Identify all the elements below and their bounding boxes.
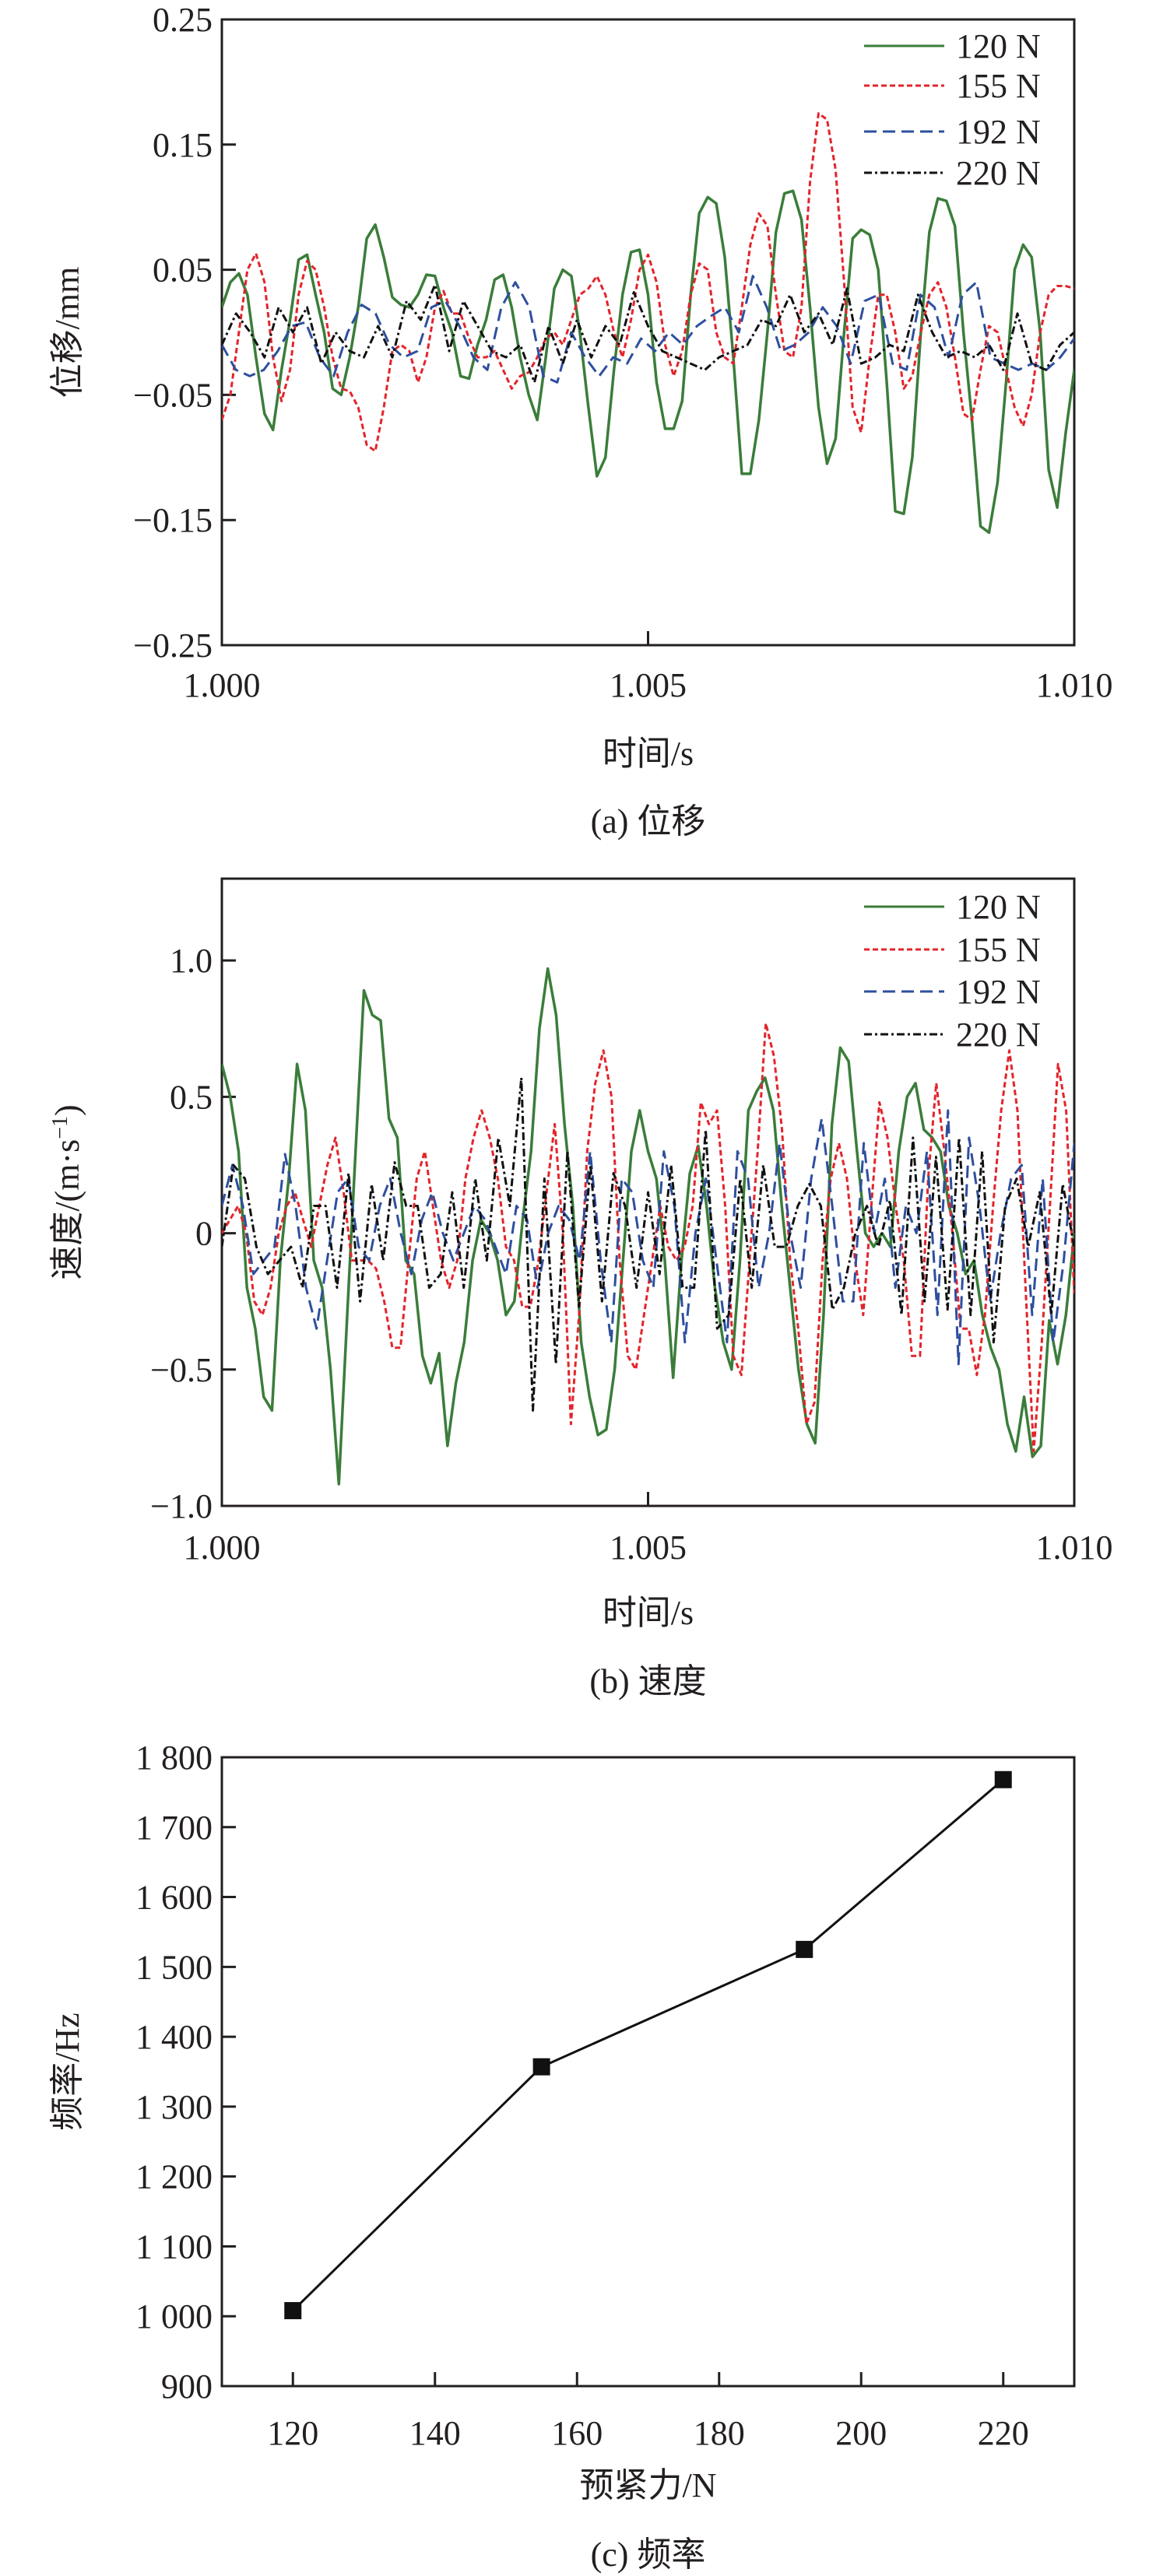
x-tick-label: 1.010 xyxy=(1036,1528,1113,1567)
data-point-marker xyxy=(994,1771,1012,1788)
y-tick-label: 1 600 xyxy=(135,1879,213,1917)
x-tick-label: 1.005 xyxy=(610,666,687,704)
series-group xyxy=(292,1778,1004,2312)
x-tick-label: 160 xyxy=(551,2414,603,2452)
figure-caption: (a) 位移 xyxy=(591,802,706,841)
x-tick-label: 140 xyxy=(409,2414,461,2452)
chart-1: 1.0 0.5 0 −0.5 −1.01.000 1.005 1.010 时间/s (b) 速度… xyxy=(48,877,1113,1700)
y-tick-label: 0.5 xyxy=(170,1078,213,1116)
y-tick-label: 900 xyxy=(161,2367,213,2406)
y-tick-label: −1.0 xyxy=(150,1487,213,1525)
plot-frame xyxy=(220,1756,1076,2388)
data-point-marker xyxy=(284,2302,302,2320)
y-tick-label: 0.15 xyxy=(153,126,213,164)
series-line-192n xyxy=(222,1109,1074,1366)
y-axis-label: 速度/(m·s−1) xyxy=(48,1104,87,1279)
y-axis-label-text: 频率/Hz xyxy=(48,2013,86,2131)
y-tick-label: 0.05 xyxy=(153,251,213,290)
series-line-频率 xyxy=(292,1778,1004,2312)
y-axis-label-text: 位移/mm xyxy=(48,267,86,398)
series-line-192n xyxy=(222,275,1074,384)
y-tick-label: 1 400 xyxy=(135,2018,213,2056)
data-point-marker xyxy=(532,2058,550,2076)
x-tick-label: 1.000 xyxy=(184,1528,261,1567)
legend-label: 155 N xyxy=(956,67,1041,105)
x-axis-label: 时间/s xyxy=(603,735,694,773)
y-tick-label: 1 700 xyxy=(135,1809,213,1847)
y-tick-label: 0 xyxy=(195,1215,213,1253)
y-tick-label: −0.25 xyxy=(133,626,213,665)
y-tick-label: −0.15 xyxy=(133,501,213,539)
legend-label: 120 N xyxy=(956,27,1041,65)
x-axis-label: 预紧力/N xyxy=(580,2466,717,2504)
y-axis-label-superscript: −1 xyxy=(48,1116,72,1139)
y-tick-label: 0.25 xyxy=(153,1,213,39)
chart-2: 1 800 1 700 1 600 1 500 1 400 1 300 1 200 1 100… xyxy=(48,1739,1076,2574)
x-tick-label: 120 xyxy=(267,2414,318,2452)
y-tick-label: 1 800 xyxy=(135,1739,213,1777)
y-tick-label: 1 200 xyxy=(135,2158,213,2196)
legend-label: 155 N xyxy=(956,931,1041,969)
series-group xyxy=(222,112,1074,535)
y-axis-label: 位移/mm xyxy=(48,267,86,398)
series-line-220n xyxy=(222,1076,1074,1412)
x-axis-label: 时间/s xyxy=(603,1594,694,1632)
x-tick-label: 200 xyxy=(835,2414,887,2452)
figure-caption: (c) 频率 xyxy=(591,2536,706,2574)
y-tick-label: −0.05 xyxy=(133,376,213,414)
x-tick-label: 180 xyxy=(694,2414,745,2452)
y-axis-label-close: ) xyxy=(48,1104,86,1116)
x-tick-label: 1.000 xyxy=(184,666,261,704)
y-tick-label: 1 000 xyxy=(135,2297,213,2336)
y-axis-label-text: 速度/(m·s xyxy=(48,1139,86,1280)
legend-label: 120 N xyxy=(956,888,1041,926)
chart-0: 0.25 0.15 0.05 −0.05 −0.15 −0.251.000 1.005 1.0… xyxy=(48,1,1113,841)
plot-frame xyxy=(220,18,1076,647)
series-group xyxy=(222,967,1074,1486)
y-tick-label: 1 100 xyxy=(135,2227,213,2265)
series-line-220n xyxy=(222,283,1074,384)
figure-caption: (b) 速度 xyxy=(589,1662,706,1700)
y-axis-label: 频率/Hz xyxy=(48,2013,86,2131)
legend-label: 192 N xyxy=(956,973,1041,1011)
y-tick-label: −0.5 xyxy=(150,1351,213,1389)
legend-label: 220 N xyxy=(956,154,1041,192)
series-line-155n xyxy=(222,112,1074,453)
x-tick-label: 220 xyxy=(978,2414,1029,2452)
x-tick-label: 1.010 xyxy=(1036,666,1113,704)
series-line-120n xyxy=(222,189,1074,535)
series-line-120n xyxy=(222,967,1074,1486)
y-tick-label: 1 500 xyxy=(135,1948,213,1986)
data-point-marker xyxy=(796,1940,813,1958)
y-tick-label: 1 300 xyxy=(135,2088,213,2126)
y-tick-label: 1.0 xyxy=(170,942,213,980)
legend-label: 192 N xyxy=(956,113,1041,151)
series-line-155n xyxy=(222,1022,1074,1453)
legend-label: 220 N xyxy=(956,1016,1041,1054)
x-tick-label: 1.005 xyxy=(610,1528,687,1567)
